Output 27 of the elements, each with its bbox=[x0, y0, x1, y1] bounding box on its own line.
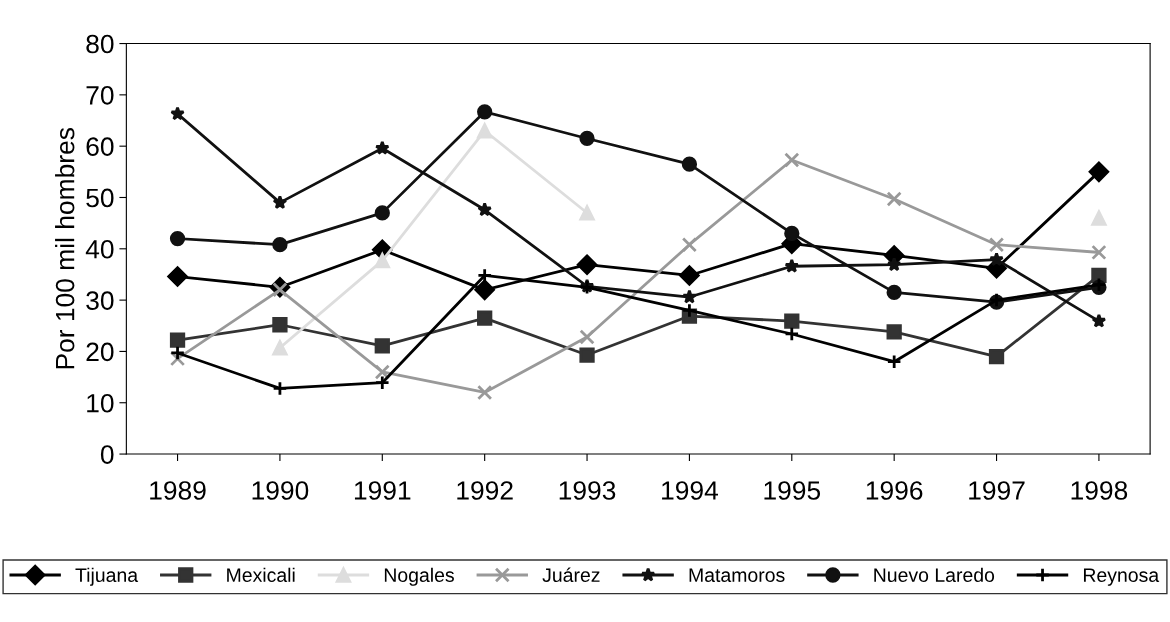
y-tick-label: 50 bbox=[86, 188, 114, 208]
x-tick-label: 1992 bbox=[457, 481, 513, 500]
x-tick-label: 1997 bbox=[969, 481, 1025, 500]
y-tick-label: 70 bbox=[86, 85, 114, 105]
legend-label: Nuevo Laredo bbox=[874, 567, 995, 582]
x-tick-label: 1989 bbox=[150, 481, 206, 500]
legend-label: Tijuana bbox=[75, 567, 139, 586]
x-tick-label: 1991 bbox=[354, 481, 411, 500]
y-tick-label: 60 bbox=[86, 137, 114, 156]
y-tick-label: 30 bbox=[86, 291, 114, 310]
x-tick-label: 1990 bbox=[252, 481, 309, 500]
legend-label: Juárez bbox=[542, 567, 600, 582]
legend-label: Nogales bbox=[384, 567, 454, 586]
x-tick-label: 1993 bbox=[559, 481, 616, 500]
y-tick-label: 40 bbox=[85, 239, 114, 259]
y-tick-label: 10 bbox=[87, 393, 114, 413]
y-tick-label: 80 bbox=[86, 34, 114, 54]
x-tick-label: 1998 bbox=[1071, 481, 1128, 500]
legend-label: Matamoros bbox=[689, 568, 785, 582]
legend-label: Reynosa bbox=[1083, 568, 1160, 586]
x-tick-label: 1996 bbox=[866, 481, 923, 500]
y-tick-label: 20 bbox=[86, 342, 114, 362]
x-tick-label: 1995 bbox=[764, 481, 821, 500]
x-tick-label: 1994 bbox=[662, 481, 719, 500]
legend-label: Mexicali bbox=[227, 567, 295, 582]
y-axis-title: Por 100 mil hombres bbox=[55, 128, 75, 369]
y-tick-label: 0 bbox=[100, 445, 114, 464]
